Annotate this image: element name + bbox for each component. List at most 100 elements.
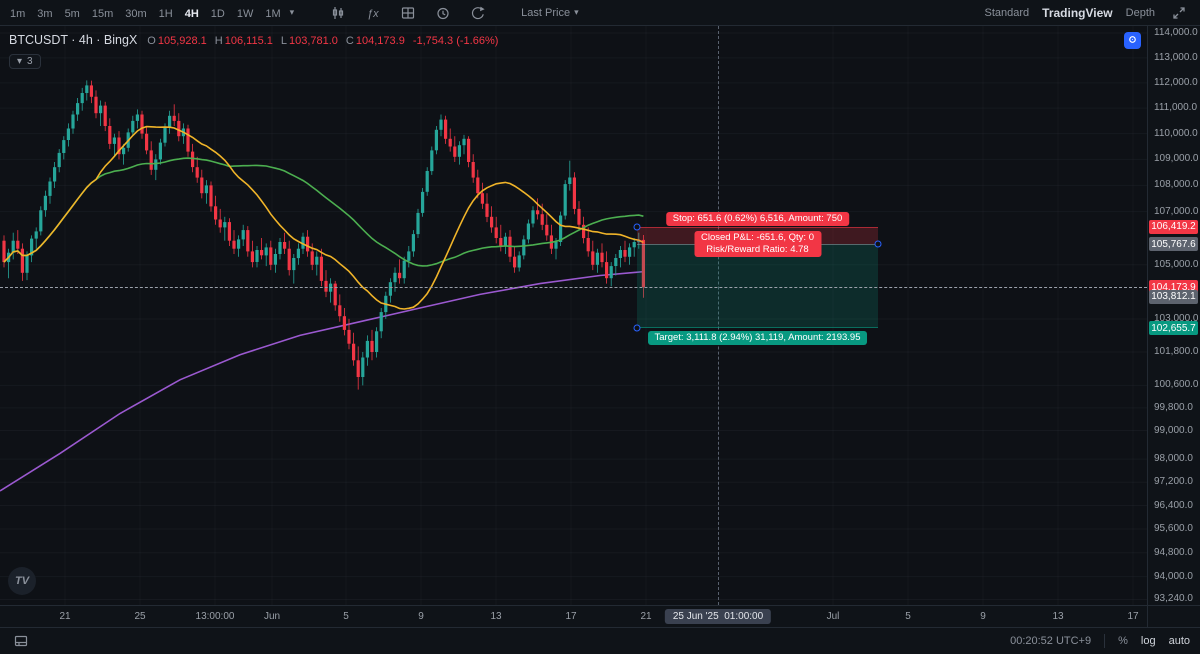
price-axis-label: 101,800.0 bbox=[1154, 345, 1199, 357]
interval-more-button[interactable]: ▾ bbox=[287, 5, 298, 20]
candle-body bbox=[62, 140, 66, 153]
time-axis-label: 13 bbox=[490, 611, 502, 622]
auto-scale-button[interactable]: auto bbox=[1168, 635, 1190, 647]
last-price-line bbox=[0, 287, 1147, 288]
candle-body bbox=[402, 260, 406, 279]
candle-body bbox=[145, 133, 149, 151]
candle-body bbox=[453, 146, 457, 157]
candle-body bbox=[490, 216, 494, 228]
crosshair-time-badge: 25 Jun '25 01:00:00 bbox=[664, 609, 772, 624]
candle-body bbox=[11, 240, 15, 253]
tradingview-brand[interactable]: TradingView bbox=[1042, 5, 1113, 20]
candle-body bbox=[103, 105, 107, 126]
panel-toggle-button[interactable] bbox=[10, 631, 32, 651]
timeframe-button-30m[interactable]: 30m bbox=[119, 6, 152, 22]
timeframe-button-1H[interactable]: 1H bbox=[153, 6, 179, 22]
indicators-fx-icon: ƒx bbox=[365, 5, 381, 21]
toolbar-icon-group: ƒx bbox=[327, 3, 489, 23]
time-axis[interactable]: 25 Jun '25 01:00:00 21 25 13:00:00 Jun 5 9 13 1… bbox=[0, 605, 1200, 628]
candle-body bbox=[278, 242, 282, 254]
candle-body bbox=[122, 147, 126, 155]
candle-body bbox=[149, 150, 153, 170]
standard-mode-label[interactable]: Standard bbox=[984, 6, 1030, 19]
timeframe-button-1W[interactable]: 1W bbox=[231, 6, 260, 22]
timeframe-button-1m[interactable]: 1m bbox=[4, 6, 31, 22]
price-axis-label: 99,800.0 bbox=[1154, 401, 1193, 413]
replay-icon bbox=[470, 5, 486, 21]
timeframe-button-1M[interactable]: 1M bbox=[259, 6, 286, 22]
candle-body bbox=[227, 222, 231, 241]
candle-body bbox=[379, 312, 383, 332]
template-grid-icon bbox=[400, 5, 416, 21]
last-price-dropdown[interactable]: Last Price ▾ bbox=[515, 6, 584, 20]
ma-mid-line bbox=[3, 157, 644, 267]
price-axis-label: 96,400.0 bbox=[1154, 499, 1193, 511]
candle-body bbox=[609, 266, 613, 279]
panel-window-icon bbox=[13, 633, 29, 649]
candle-body bbox=[135, 114, 139, 121]
position-handle-target[interactable] bbox=[633, 324, 641, 332]
candle-body bbox=[76, 103, 80, 115]
candle-body bbox=[200, 177, 204, 194]
candle-body bbox=[605, 262, 609, 279]
templates-button[interactable] bbox=[397, 3, 419, 23]
closed-pnl-text: Closed P&L: -651.6, Qty: 0 bbox=[700, 232, 815, 244]
price-axis-label: 94,000.0 bbox=[1154, 570, 1193, 582]
timeframe-button-1D[interactable]: 1D bbox=[205, 6, 231, 22]
candle-body bbox=[273, 254, 277, 265]
candle-body bbox=[214, 206, 218, 220]
candle-body bbox=[416, 212, 420, 235]
percent-scale-button[interactable]: % bbox=[1118, 635, 1128, 647]
price-badge: 106,419.2 bbox=[1149, 219, 1198, 234]
price-badge: 103,812.1 bbox=[1149, 289, 1198, 304]
last-price-label: Last Price bbox=[521, 6, 571, 19]
chevron-down-icon: ▾ bbox=[17, 56, 23, 67]
timeframe-button-5m[interactable]: 5m bbox=[59, 6, 86, 22]
log-scale-button[interactable]: log bbox=[1140, 635, 1156, 647]
candle-body bbox=[517, 255, 521, 268]
candle-body bbox=[545, 224, 549, 236]
clock-display: 00:20:52 UTC+9 bbox=[1010, 635, 1092, 647]
timeframe-button-15m[interactable]: 15m bbox=[86, 6, 119, 22]
position-handle-stop[interactable] bbox=[633, 223, 641, 231]
candle-body bbox=[246, 230, 250, 252]
timeframe-button-4H[interactable]: 4H bbox=[179, 6, 205, 22]
candle-body bbox=[168, 115, 172, 128]
candle-body bbox=[20, 248, 24, 273]
candle-body bbox=[503, 236, 507, 246]
chart-style-button[interactable] bbox=[327, 3, 349, 23]
candle-body bbox=[582, 224, 586, 239]
fullscreen-button[interactable] bbox=[1168, 3, 1190, 23]
snapshot-button[interactable] bbox=[1124, 32, 1141, 49]
candle-body bbox=[296, 248, 300, 259]
candle-body bbox=[448, 138, 452, 147]
timeframe-button-3m[interactable]: 3m bbox=[31, 6, 58, 22]
position-handle-entry[interactable] bbox=[874, 240, 882, 248]
time-axis-label: 13 bbox=[1052, 611, 1064, 622]
candle-body bbox=[223, 222, 227, 228]
candle-body bbox=[186, 128, 190, 152]
indicators-button[interactable]: ƒx bbox=[362, 3, 384, 23]
risk-reward-text: Risk/Reward Ratio: 4.78 bbox=[706, 244, 809, 256]
indicator-collapse-chip[interactable]: ▾ 3 bbox=[9, 54, 41, 69]
candle-body bbox=[554, 242, 558, 249]
depth-label[interactable]: Depth bbox=[1125, 6, 1155, 19]
candle-body bbox=[586, 238, 590, 252]
candle-body bbox=[425, 171, 429, 192]
candle-body bbox=[411, 234, 415, 252]
candle-body bbox=[375, 331, 379, 352]
candle-body bbox=[53, 167, 57, 182]
price-axis[interactable]: 114,000.0 113,000.0 112,000.0 111,000.0 110,… bbox=[1147, 26, 1200, 605]
candle-body bbox=[264, 247, 268, 256]
candle-body bbox=[218, 219, 222, 228]
price-axis-label: 111,000.0 bbox=[1154, 102, 1198, 114]
alert-button[interactable] bbox=[432, 3, 454, 23]
candlestick-chart bbox=[0, 26, 1147, 605]
replay-button[interactable] bbox=[467, 3, 489, 23]
candle-body bbox=[462, 138, 466, 146]
candle-body bbox=[292, 258, 296, 271]
position-target-zone[interactable] bbox=[637, 244, 878, 329]
tradingview-logo[interactable]: TV bbox=[8, 567, 36, 595]
candle-body bbox=[324, 280, 328, 292]
chart-plot-area[interactable]: BTCUSDT · 4h · BingX O 105,928.1 H 106,115… bbox=[0, 26, 1147, 605]
